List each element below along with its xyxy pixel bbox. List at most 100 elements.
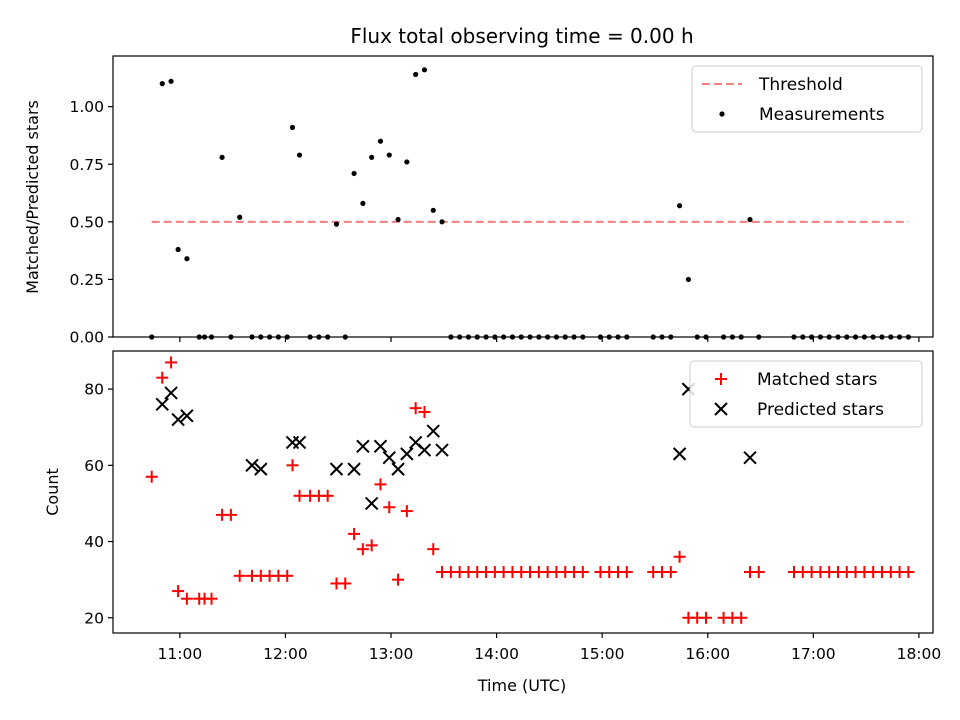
- matched-star-point: [293, 489, 306, 502]
- matched-star-point: [427, 543, 440, 556]
- top-y-tick-label: 1.00: [69, 98, 104, 116]
- top-y-axis-label: Matched/Predicted stars: [23, 100, 42, 294]
- top-y-tick-label: 0.00: [69, 329, 104, 347]
- legend-predicted-marker: [714, 402, 728, 416]
- matched-star-point: [400, 505, 413, 518]
- measurement-point: [159, 81, 165, 87]
- measurement-point: [296, 152, 303, 158]
- matched-star-point: [383, 501, 396, 514]
- measurement-point: [413, 71, 419, 78]
- x-tick-label: 18:00: [897, 645, 942, 663]
- predicted-star-point: [373, 439, 388, 453]
- predicted-star-point: [391, 462, 405, 476]
- matched-star-point: [233, 569, 246, 582]
- x-tick-label: 11:00: [158, 645, 203, 663]
- x-tick-label: 17:00: [791, 645, 836, 663]
- legend-matched-marker: [715, 373, 727, 385]
- measurement-point: [219, 154, 225, 160]
- measurement-point: [184, 256, 190, 262]
- matched-star-point: [700, 611, 713, 624]
- chart-title: Flux total observing time = 0.00 h: [350, 24, 693, 48]
- legend-threshold-label: Threshold: [758, 75, 843, 95]
- matched-star-point: [735, 611, 748, 624]
- measurement-point: [685, 276, 692, 283]
- measurement-point: [430, 207, 436, 213]
- x-tick-label: 13:00: [369, 645, 414, 663]
- matched-star-point: [224, 508, 237, 521]
- measurement-point: [677, 203, 683, 209]
- bottom-legend: Matched stars Predicted stars: [689, 360, 923, 428]
- matched-star-point: [620, 566, 633, 579]
- top-y-tick-label: 0.25: [69, 271, 104, 289]
- matched-star-point: [205, 592, 218, 605]
- top-legend-box: [691, 65, 923, 133]
- bottom-y-ticks: 20 40 60 80: [84, 381, 113, 627]
- measurement-point: [333, 221, 340, 227]
- top-axes-frame: [112, 55, 934, 338]
- top-panel: 0.00 0.25 0.50 0.75 1.00 Matched/Predicted s…: [23, 55, 934, 347]
- matched-star-point: [664, 566, 677, 579]
- measurement-point: [168, 78, 174, 84]
- measurement-point: [439, 219, 445, 225]
- x-tick-label: 12:00: [263, 645, 308, 663]
- matched-star-point: [902, 566, 915, 579]
- bottom-axes-frame: [112, 350, 934, 634]
- predicted-star-point: [435, 443, 449, 457]
- predicted-star-point: [245, 458, 259, 473]
- top-x-ticks: [179, 337, 920, 342]
- top-y-ticks: 0.00 0.25 0.50 0.75 1.00: [69, 98, 113, 347]
- measurement-point: [237, 214, 243, 220]
- measurement-point: [360, 200, 366, 207]
- x-tick-label: 14:00: [474, 645, 519, 663]
- bottom-plot-area: [145, 356, 915, 624]
- measurement-point: [421, 67, 428, 73]
- measurement-point: [747, 216, 753, 223]
- predicted-star-point: [155, 397, 169, 412]
- predicted-star-point: [400, 447, 414, 461]
- predicted-star-point: [364, 496, 379, 511]
- matched-star-point: [172, 585, 185, 598]
- matched-star-point: [281, 569, 294, 582]
- measurement-point: [395, 216, 401, 223]
- predicted-star-point: [426, 424, 440, 438]
- bottom-y-tick-label: 20: [84, 609, 104, 627]
- matched-star-point: [374, 478, 387, 491]
- matched-star-point: [286, 459, 299, 472]
- legend-matched-label: Matched stars: [757, 370, 877, 390]
- predicted-star-point: [180, 409, 194, 423]
- bottom-legend-box: [689, 360, 923, 428]
- top-legend: Threshold Measurements: [691, 65, 923, 133]
- measurement-point: [386, 152, 392, 158]
- predicted-star-point: [329, 462, 344, 476]
- predicted-star-point: [254, 462, 268, 476]
- measurement-point: [351, 170, 357, 177]
- matched-star-point: [180, 592, 193, 605]
- predicted-star-point: [417, 443, 432, 457]
- predicted-star-point: [382, 450, 396, 465]
- matched-star-point: [418, 405, 431, 418]
- measurement-point: [377, 138, 384, 144]
- predicted-star-point: [292, 435, 307, 450]
- measurement-point: [404, 159, 410, 165]
- x-tick-label: 15:00: [580, 645, 625, 663]
- matched-star-point: [673, 550, 686, 563]
- legend-predicted-label: Predicted stars: [757, 400, 884, 420]
- bottom-y-axis-label: Count: [43, 468, 62, 516]
- matched-star-point: [348, 527, 361, 540]
- bottom-y-tick-label: 80: [84, 381, 104, 399]
- predicted-star-point: [356, 439, 370, 453]
- legend-measurements-marker: [719, 111, 725, 117]
- top-y-tick-label: 0.75: [69, 156, 104, 174]
- matched-star-point: [339, 577, 352, 590]
- matched-star-point: [365, 539, 378, 552]
- x-tick-label: 16:00: [685, 645, 730, 663]
- legend-measurements-label: Measurements: [759, 105, 885, 125]
- matched-star-point: [356, 543, 369, 556]
- predicted-star-point: [672, 447, 687, 461]
- matched-star-point: [752, 566, 765, 579]
- predicted-star-point: [743, 450, 757, 465]
- matched-star-point: [165, 356, 178, 369]
- predicted-star-point: [171, 412, 185, 427]
